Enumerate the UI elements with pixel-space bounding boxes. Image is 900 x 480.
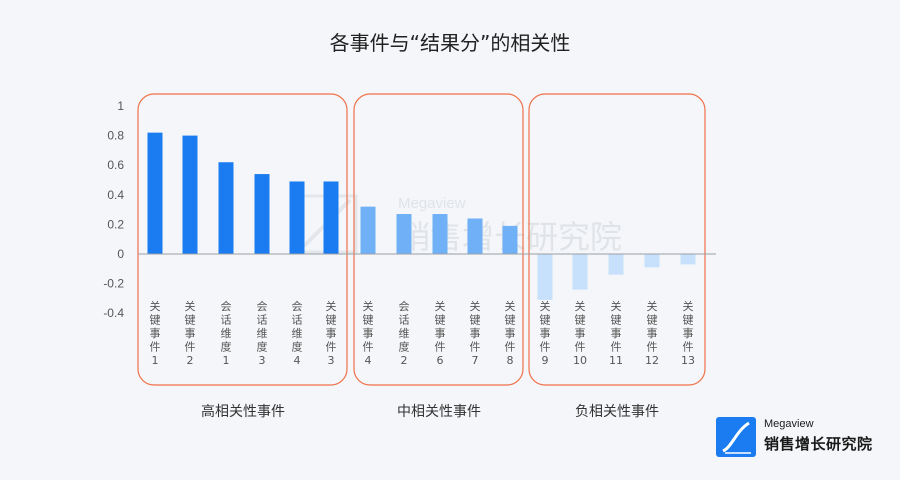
bar [608,254,624,275]
brand-big-text: 销售增长研究院 [764,435,873,453]
bar [218,162,234,254]
y-tick-label: -0.2 [103,277,124,291]
x-tick-label: 关键事件 10 [573,299,587,367]
bar [644,254,660,268]
bar [502,225,518,254]
bar [182,135,198,254]
x-tick-label: 关键事件 4 [363,299,374,367]
bar [147,132,163,254]
bar [254,174,270,254]
group-label: 中相关性事件 [397,404,481,420]
x-tick-label: 关键事件 2 [185,299,196,367]
chart-title: 各事件与“结果分”的相关性 [330,31,571,55]
x-tick-label: 关键事件 8 [505,299,516,367]
y-tick-label: 0.8 [107,129,124,143]
group-frame [528,93,706,386]
x-tick-label: 会话维度 3 [257,300,268,367]
x-tick-label: 会话维度 2 [399,300,410,367]
y-tick-label: 0.6 [107,158,124,172]
x-tick-label: 关键事件 12 [645,299,659,367]
x-tick-label: 关键事件 1 [150,299,161,367]
x-tick-label: 关键事件 3 [326,299,337,367]
y-tick-label: 0.2 [107,217,124,231]
y-tick-label: 0.4 [107,188,124,202]
bar [432,214,448,254]
brand-logo-icon [716,417,756,457]
x-tick-label: 会话维度 4 [292,300,303,367]
bar [680,254,696,265]
x-tick-label: 关键事件 6 [435,299,446,367]
x-tick-label: 关键事件 7 [470,299,481,367]
x-tick-label: 关键事件 13 [681,299,695,367]
bar [289,181,305,254]
bar [467,218,483,254]
watermark-small-text: Megaview [398,195,466,212]
brand-logo: Megaview 销售增长研究院 [716,417,886,457]
bar [537,254,553,300]
y-tick-label: 0 [117,247,124,261]
bar [323,181,339,254]
group-frame [137,93,348,386]
group-label: 高相关性事件 [201,403,285,420]
y-tick-label: 1 [117,99,124,113]
x-tick-label: 会话维度 1 [221,300,232,367]
x-tick-label: 关键事件 11 [609,299,623,367]
y-tick-label: -0.4 [103,306,124,320]
bar [572,254,588,290]
group-frame [353,93,524,386]
bar [396,214,412,254]
x-tick-label: 关键事件 9 [540,299,551,367]
brand-small-text: Megaview [764,418,814,430]
group-label: 负相关性事件 [575,404,659,420]
bar [360,206,376,254]
